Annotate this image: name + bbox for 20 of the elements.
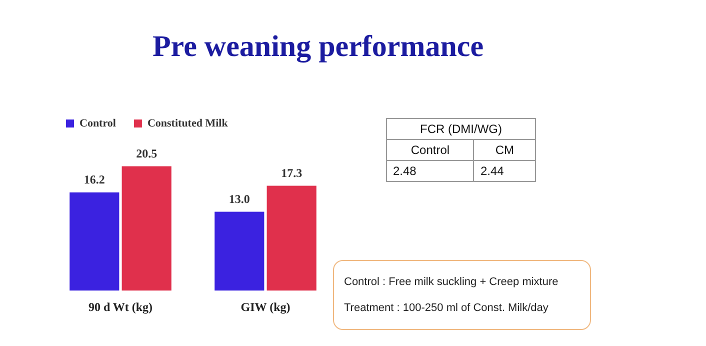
data-label: 16.2 — [84, 172, 105, 186]
data-label: 2.48 — [386, 160, 474, 182]
category-label: Control — [386, 140, 474, 160]
bar — [214, 212, 264, 291]
x-tick-label: GIW (kg) — [240, 300, 290, 314]
data-label: 20.5 — [136, 146, 158, 160]
category-label: CM — [474, 140, 536, 160]
chart-title: Pre weaning performance — [151, 30, 485, 64]
data-label: 2.44 — [474, 160, 536, 182]
legend-label: Control — [80, 117, 116, 130]
legend-label: Constituted Milk — [147, 117, 229, 130]
text: FCR (DMI/WG) — [386, 118, 536, 140]
data-label: 13.0 — [228, 192, 250, 206]
bar — [122, 166, 172, 291]
bar — [70, 192, 120, 291]
x-tick-label: 90 d Wt (kg) — [88, 300, 153, 314]
bar — [266, 186, 316, 291]
data-label: 17.3 — [281, 166, 302, 180]
text: Control : Free milk suckling + Creep mixture — [344, 275, 560, 290]
text: Treatment : 100-250 ml of Const. Milk/day — [344, 301, 550, 316]
